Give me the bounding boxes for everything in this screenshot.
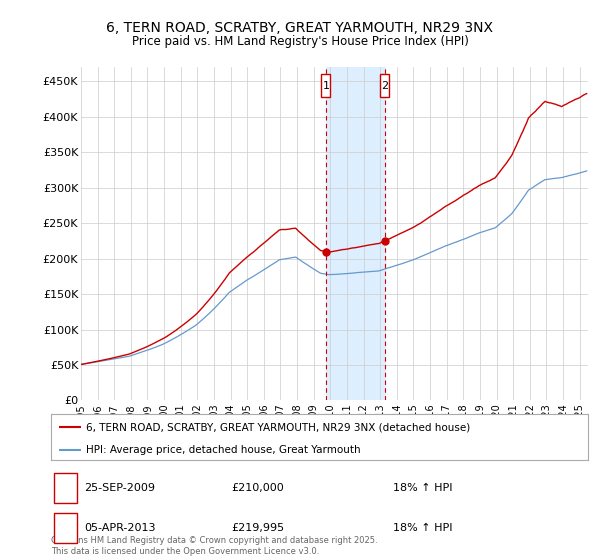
Text: Price paid vs. HM Land Registry's House Price Index (HPI): Price paid vs. HM Land Registry's House … — [131, 35, 469, 48]
Text: 1: 1 — [322, 81, 329, 91]
Text: 1: 1 — [62, 483, 69, 493]
Text: 18% ↑ HPI: 18% ↑ HPI — [393, 523, 452, 533]
Text: Contains HM Land Registry data © Crown copyright and database right 2025.
This d: Contains HM Land Registry data © Crown c… — [51, 536, 377, 556]
Text: 2: 2 — [62, 523, 69, 533]
Text: 25-SEP-2009: 25-SEP-2009 — [84, 483, 155, 493]
Text: 6, TERN ROAD, SCRATBY, GREAT YARMOUTH, NR29 3NX (detached house): 6, TERN ROAD, SCRATBY, GREAT YARMOUTH, N… — [86, 422, 470, 432]
Text: 18% ↑ HPI: 18% ↑ HPI — [393, 483, 452, 493]
Text: 05-APR-2013: 05-APR-2013 — [84, 523, 155, 533]
Text: HPI: Average price, detached house, Great Yarmouth: HPI: Average price, detached house, Grea… — [86, 445, 361, 455]
Bar — [326, 67, 385, 400]
FancyBboxPatch shape — [380, 74, 389, 97]
Text: £210,000: £210,000 — [231, 483, 284, 493]
Text: 2: 2 — [381, 81, 388, 91]
Text: 6, TERN ROAD, SCRATBY, GREAT YARMOUTH, NR29 3NX: 6, TERN ROAD, SCRATBY, GREAT YARMOUTH, N… — [107, 21, 493, 35]
FancyBboxPatch shape — [321, 74, 331, 97]
Text: £219,995: £219,995 — [231, 523, 284, 533]
